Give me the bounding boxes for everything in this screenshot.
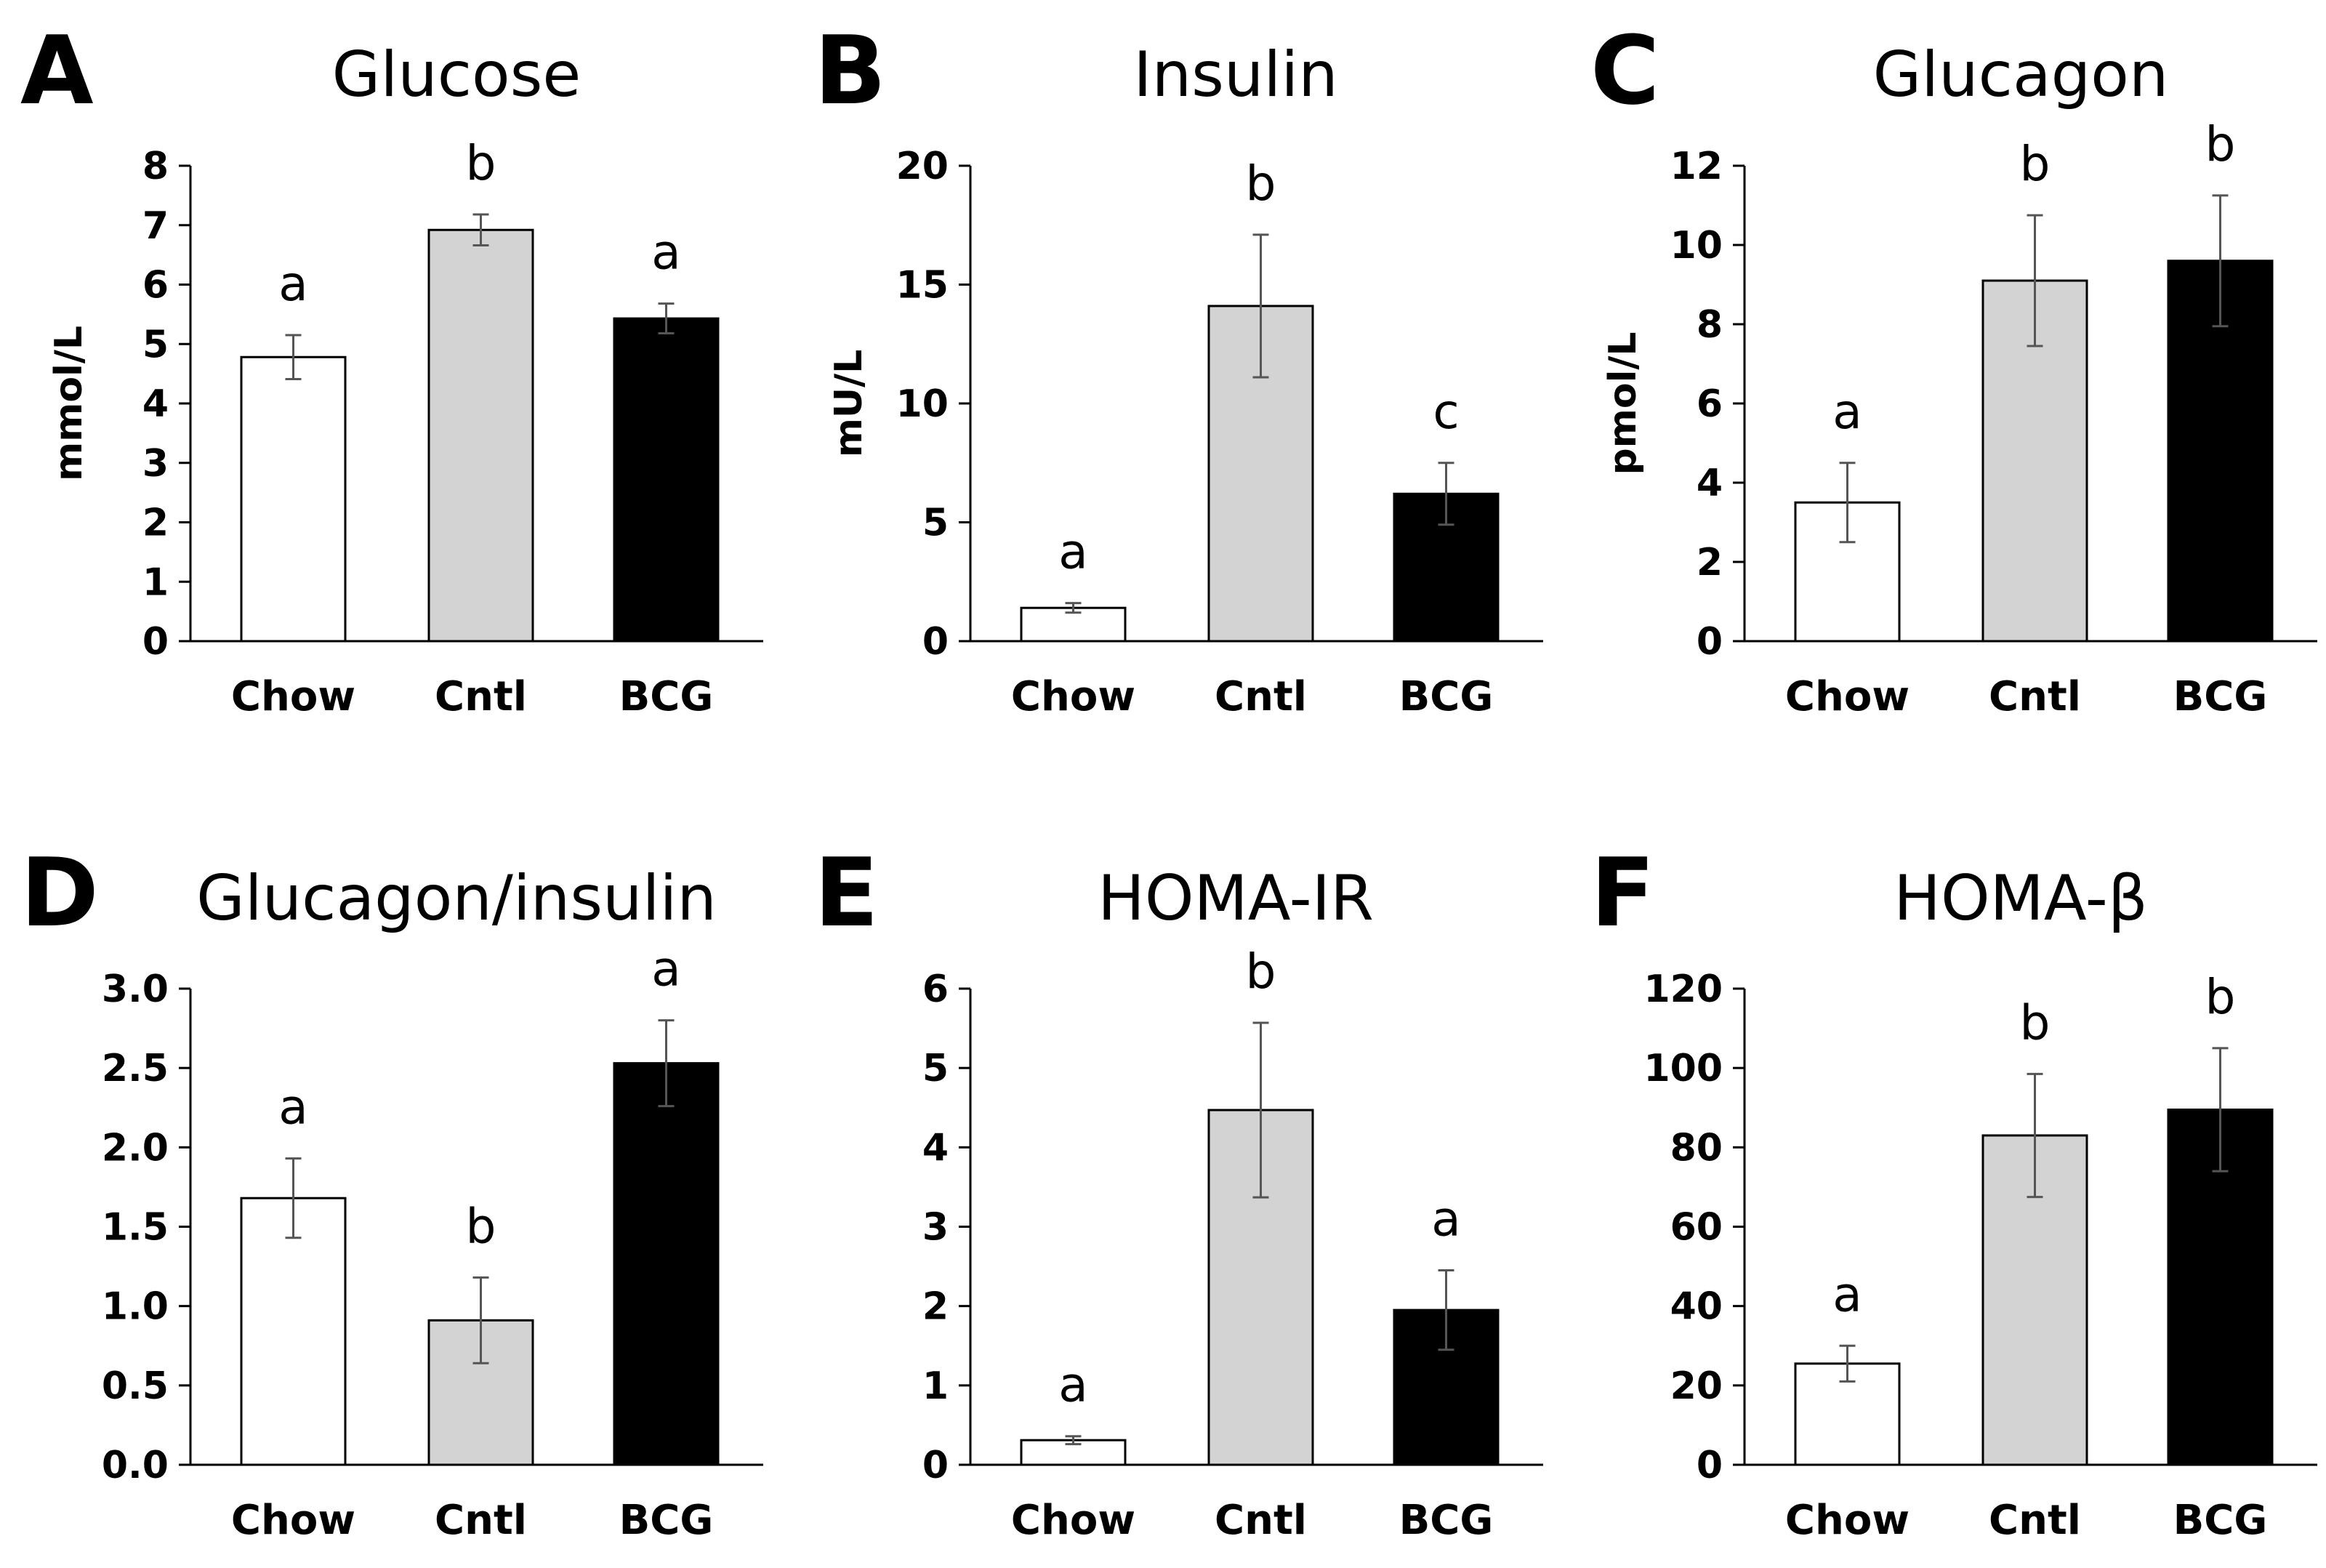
panel-d-y-tick-label: 2.0 — [102, 1126, 169, 1170]
panel-f-significance-cntl: b — [2020, 994, 2051, 1050]
panel-d-significance-chow: a — [278, 1079, 307, 1135]
panel-c-y-tick-label: 0 — [1697, 620, 1723, 664]
panel-f-title: HOMA-β — [1894, 862, 2147, 935]
panel-e-y-tick-label: 5 — [922, 1047, 949, 1090]
panel-e-y-tick-label: 1 — [922, 1364, 949, 1408]
panel-e-category-label-bcg: BCG — [1399, 1497, 1494, 1544]
panel-d-significance-bcg: a — [651, 941, 680, 997]
panel-d-y-tick-label: 1.5 — [102, 1206, 169, 1250]
panel-c-category-label-bcg: BCG — [2173, 673, 2268, 720]
panel-b-category-label-cntl: Cntl — [1215, 673, 1307, 720]
panel-a-title: Glucose — [332, 39, 582, 111]
panel-a-bar-bcg — [613, 317, 720, 643]
panel-a-y-tick-label: 0 — [142, 620, 169, 664]
panel-a-y-tick-label: 2 — [142, 502, 169, 545]
panel-d-letter: D — [20, 837, 99, 948]
panel-c-y-tick-label: 12 — [1670, 145, 1723, 188]
panel-b-y-tick-label: 10 — [896, 382, 949, 426]
panel-d-bar-bcg — [613, 1062, 720, 1466]
panel-a-letter: A — [20, 15, 94, 126]
panel-c-significance-chow: a — [1832, 384, 1862, 440]
panel-d-title: Glucagon/insulin — [196, 862, 717, 935]
panel-b-significance-bcg: c — [1433, 384, 1459, 440]
panel-b-significance-cntl: b — [1246, 156, 1276, 212]
panel-e-y-tick-label: 6 — [922, 968, 949, 1011]
panel-f-significance-chow: a — [1832, 1266, 1862, 1322]
panel-f-category-label-cntl: Cntl — [1989, 1497, 2081, 1544]
panel-e-title: HOMA-IR — [1098, 862, 1374, 935]
panel-f-y-tick-label: 100 — [1643, 1047, 1723, 1090]
panel-c-y-tick-label: 8 — [1697, 303, 1723, 347]
panel-d-y-tick-label: 3.0 — [102, 968, 169, 1011]
panel-a-category-label-chow: Chow — [231, 673, 355, 720]
panel-a-y-axis-label: mmol/L — [47, 326, 91, 481]
panel-d-y-tick-label: 2.5 — [102, 1047, 169, 1090]
panel-a-y-tick-label: 8 — [142, 145, 169, 188]
panel-a-significance-chow: a — [278, 256, 307, 312]
panel-e-y-tick-label: 4 — [922, 1126, 949, 1170]
panel-c-significance-bcg: b — [2205, 116, 2236, 172]
panel-f-category-label-chow: Chow — [1785, 1497, 1910, 1544]
panel-c-y-tick-label: 10 — [1670, 224, 1723, 268]
panel-a-bar-chow — [240, 355, 347, 643]
panel-b-y-axis-label: mU/L — [827, 350, 871, 458]
panel-a-category-label-bcg: BCG — [619, 673, 714, 720]
panel-b-category-label-bcg: BCG — [1399, 673, 1494, 720]
panel-a-category-label-cntl: Cntl — [435, 673, 527, 720]
panel-e-letter: E — [814, 837, 879, 948]
panel-c-significance-cntl: b — [2020, 136, 2051, 192]
panel-b-y-tick-label: 15 — [896, 264, 949, 307]
panel-d-category-label-cntl: Cntl — [435, 1497, 527, 1544]
panel-a-y-tick-label: 4 — [142, 382, 169, 426]
panel-f-y-tick-label: 20 — [1670, 1364, 1723, 1408]
panel-a-y-tick-label: 1 — [142, 560, 169, 604]
panel-c-y-tick-label: 6 — [1697, 382, 1723, 426]
panel-a-significance-cntl: b — [466, 135, 496, 191]
panel-b-category-label-chow: Chow — [1011, 673, 1135, 720]
panel-a-y-tick-label: 7 — [142, 204, 169, 248]
panel-f-letter: F — [1590, 837, 1655, 948]
panel-c-category-label-cntl: Cntl — [1989, 673, 2081, 720]
panel-c-y-axis-label: pmol/L — [1601, 331, 1645, 475]
panel-f-y-tick-label: 120 — [1643, 968, 1723, 1011]
panel-f-y-tick-label: 80 — [1670, 1126, 1723, 1170]
panel-f-category-label-bcg: BCG — [2173, 1497, 2268, 1544]
panel-b-y-tick-label: 5 — [922, 502, 949, 545]
panel-c-y-tick-label: 4 — [1697, 462, 1723, 505]
panel-e-category-label-chow: Chow — [1011, 1497, 1135, 1544]
panel-e-significance-bcg: a — [1431, 1191, 1460, 1247]
panel-e-significance-chow: a — [1058, 1357, 1087, 1413]
panel-a-y-tick-label: 6 — [142, 264, 169, 307]
panel-a-y-tick-label: 5 — [142, 323, 169, 366]
panel-f-y-tick-label: 40 — [1670, 1285, 1723, 1329]
panel-e-significance-cntl: b — [1246, 944, 1276, 1000]
panel-b-letter: B — [814, 15, 886, 126]
panel-d-category-label-bcg: BCG — [619, 1497, 714, 1544]
panel-b-significance-chow: a — [1058, 524, 1087, 580]
panel-a-bar-cntl — [427, 228, 534, 643]
panel-d-y-tick-label: 1.0 — [102, 1285, 169, 1329]
panel-e-y-tick-label: 2 — [922, 1285, 949, 1329]
panel-d-significance-cntl: b — [466, 1198, 496, 1254]
panel-a-significance-bcg: a — [651, 225, 680, 281]
panel-b-title: Insulin — [1133, 39, 1337, 111]
panel-c-letter: C — [1590, 15, 1659, 126]
panel-e-category-label-cntl: Cntl — [1215, 1497, 1307, 1544]
panel-b-y-tick-label: 20 — [896, 145, 949, 188]
panel-c-category-label-chow: Chow — [1785, 673, 1910, 720]
panel-d-y-tick-label: 0.0 — [102, 1444, 169, 1487]
panel-e-y-tick-label: 0 — [922, 1444, 949, 1487]
panel-e-y-tick-label: 3 — [922, 1206, 949, 1250]
panel-d-y-tick-label: 0.5 — [102, 1364, 169, 1408]
panel-f-y-tick-label: 60 — [1670, 1206, 1723, 1250]
panel-c-title: Glucagon — [1873, 39, 2169, 111]
panel-c-y-tick-label: 2 — [1697, 541, 1723, 584]
panel-f-significance-bcg: b — [2205, 969, 2236, 1025]
panel-d-category-label-chow: Chow — [231, 1497, 355, 1544]
panel-a-y-tick-label: 3 — [142, 442, 169, 486]
panel-b-y-tick-label: 0 — [922, 620, 949, 664]
panel-f-y-tick-label: 0 — [1697, 1444, 1723, 1487]
